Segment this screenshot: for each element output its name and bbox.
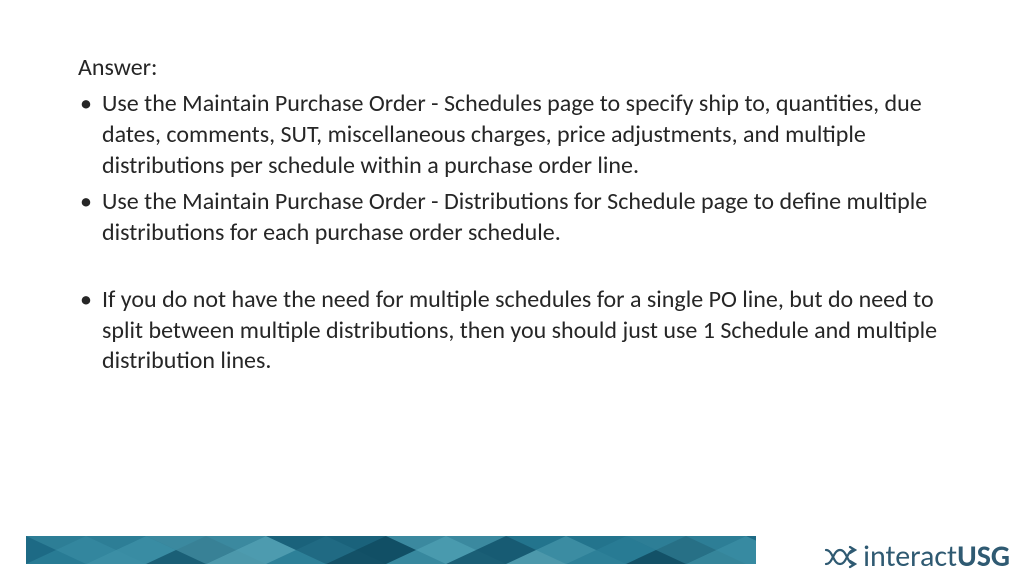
bullet-list-2: If you do not have the need for multiple… [78, 285, 946, 377]
interact-icon [823, 544, 857, 570]
bullet-list-1: Use the Maintain Purchase Order - Schedu… [78, 89, 946, 249]
brand-logo: interactUSG [823, 542, 1010, 572]
footer-decorative-bar [26, 536, 756, 564]
slide: Answer: Use the Maintain Purchase Order … [0, 0, 1024, 576]
answer-heading: Answer: [78, 52, 946, 83]
bullet-item: Use the Maintain Purchase Order - Schedu… [78, 89, 946, 181]
slide-content: Answer: Use the Maintain Purchase Order … [78, 52, 946, 383]
paragraph-spacer [78, 255, 946, 285]
brand-prefix: interact [863, 538, 957, 575]
bullet-item: If you do not have the need for multiple… [78, 285, 946, 377]
brand-suffix: USG [957, 538, 1010, 575]
bullet-item: Use the Maintain Purchase Order - Distri… [78, 187, 946, 248]
slide-footer: interactUSG [0, 524, 1024, 576]
brand-text: interactUSG [863, 542, 1010, 572]
